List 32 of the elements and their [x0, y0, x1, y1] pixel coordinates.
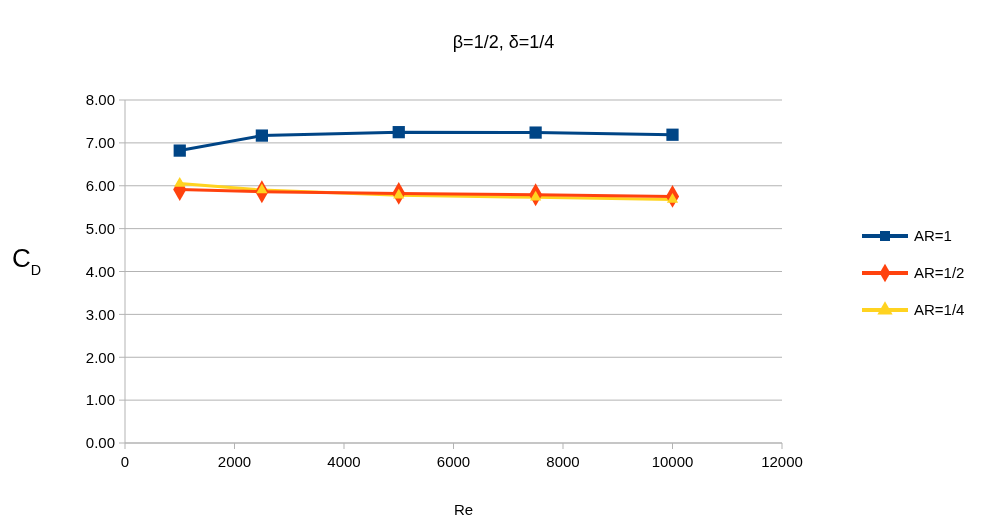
point	[255, 129, 268, 142]
y-tick-label: 5.00	[85, 219, 115, 237]
point	[529, 126, 542, 139]
x-axis-title: Re	[453, 501, 474, 518]
x-tick-label: 4000	[327, 453, 361, 470]
point	[529, 190, 542, 201]
y-axis-title: C$_{D}$	[12, 242, 42, 278]
y-tick-label: 1.00	[85, 391, 115, 409]
point	[174, 177, 186, 187]
point	[393, 188, 405, 199]
y-tick-label: 7.00	[85, 134, 115, 152]
y-tick-label: 3.00	[85, 305, 115, 323]
x-tick-label: 8000	[546, 453, 580, 470]
point	[256, 183, 268, 194]
point	[173, 144, 186, 157]
legend-label: AR=1	[914, 227, 952, 245]
x-tick-label: 2000	[217, 453, 252, 470]
y-tick-label: 2.00	[85, 348, 115, 366]
y-tick-label: 4.00	[85, 262, 115, 280]
legend-label: AR=1/4	[914, 301, 965, 319]
y-tick-label: 8.00	[85, 91, 115, 109]
x-tick-label: 0	[120, 453, 130, 470]
point	[666, 192, 679, 203]
x-tick-label: 12000	[761, 453, 803, 470]
point	[392, 126, 405, 139]
y-tick-label: 6.00	[85, 177, 115, 194]
x-tick-label: 10000	[651, 453, 694, 470]
y-tick-label: 0.00	[85, 434, 115, 452]
chart-title: β=1/2, δ=1/4	[452, 32, 555, 52]
legend-label: AR=1/2	[914, 264, 965, 282]
x-tick-label: 6000	[436, 453, 471, 470]
point	[666, 128, 679, 141]
